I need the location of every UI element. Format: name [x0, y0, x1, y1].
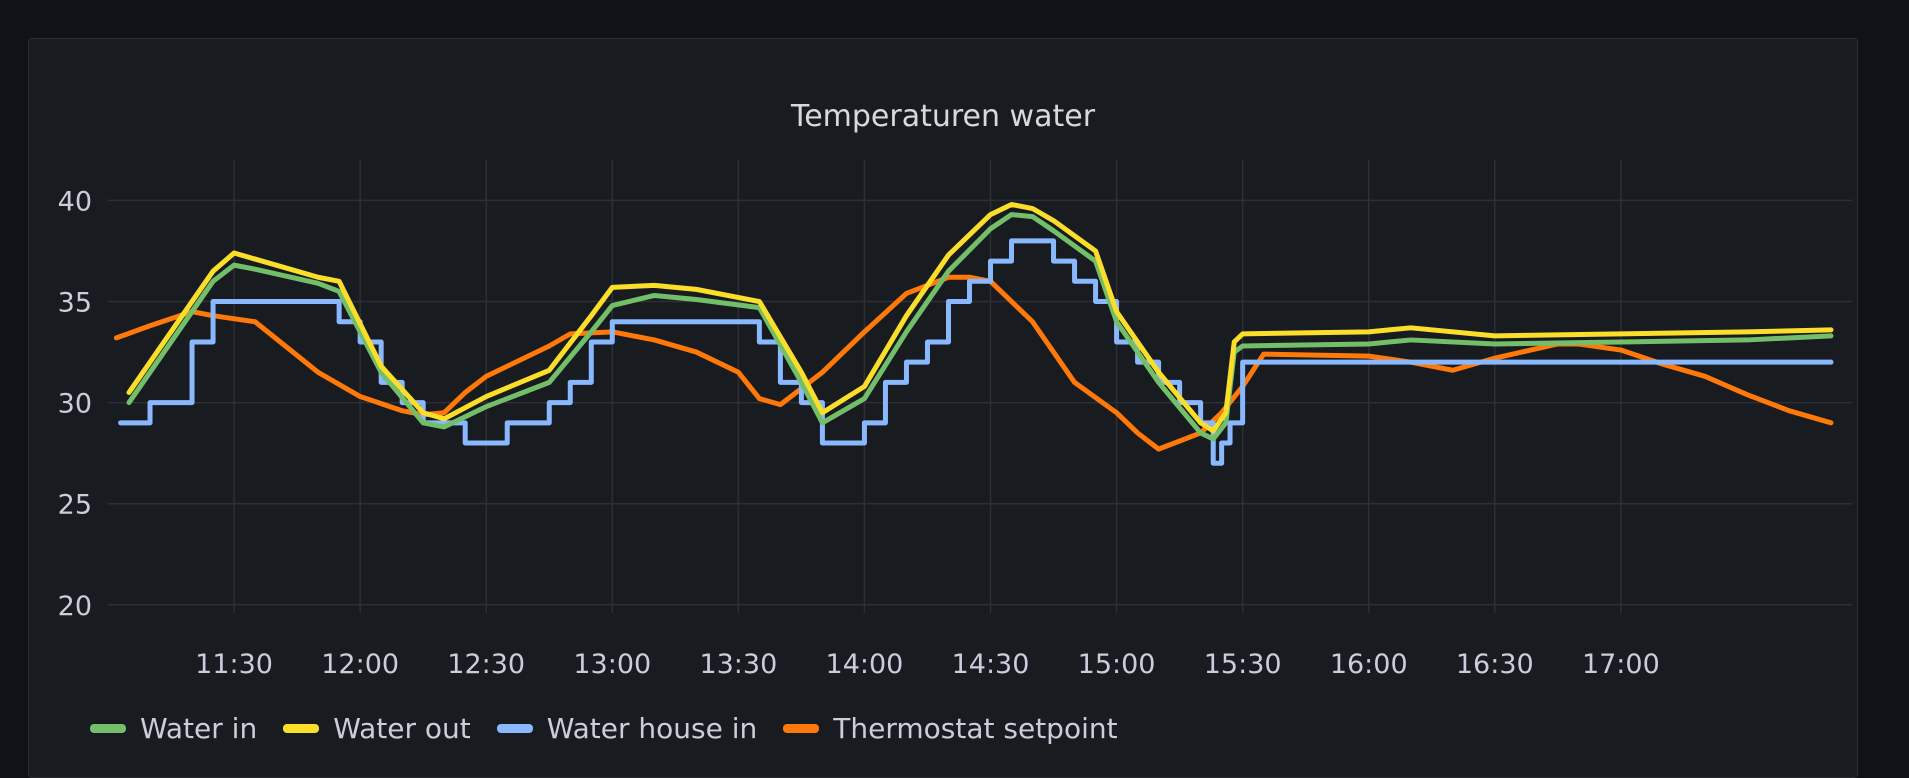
legend-label: Water house in — [546, 712, 758, 745]
grid — [108, 160, 1852, 613]
y-axis-ticks: 20 25 30 35 40 — [58, 186, 92, 621]
x-tick-label: 15:30 — [1204, 649, 1282, 680]
x-tick-label: 13:00 — [573, 649, 651, 680]
chart-legend: Water in Water out Water house in Thermosta… — [90, 712, 1144, 745]
x-tick-label: 16:30 — [1456, 649, 1534, 680]
x-tick-label: 17:00 — [1582, 649, 1660, 680]
x-tick-label: 14:30 — [952, 649, 1030, 680]
x-tick-label: 12:30 — [447, 649, 525, 680]
legend-label: Water out — [333, 712, 471, 745]
x-tick-label: 13:30 — [699, 649, 777, 680]
x-tick-label: 11:30 — [195, 649, 273, 680]
legend-item-water-out[interactable]: Water out — [283, 712, 471, 745]
series-line-water-out — [126, 201, 1834, 434]
legend-label: Thermostat setpoint — [833, 712, 1118, 745]
legend-label: Water in — [140, 712, 258, 745]
x-tick-label: 12:00 — [321, 649, 399, 680]
legend-swatch — [283, 724, 320, 733]
legend-item-thermostat-setpoint[interactable]: Thermostat setpoint — [783, 712, 1118, 745]
chart-title: Temperaturen water — [790, 99, 1096, 134]
legend-item-water-house-in[interactable]: Water house in — [496, 712, 758, 745]
series-line-water-house-in — [118, 238, 1834, 466]
legend-swatch — [90, 724, 126, 733]
y-tick-label: 40 — [58, 186, 92, 217]
series-lines — [113, 201, 1834, 466]
y-tick-label: 25 — [58, 490, 92, 521]
x-axis-ticks: 11:30 12:00 12:30 13:00 13:30 14:00 14:30 15:00… — [195, 649, 1660, 680]
y-tick-label: 20 — [58, 591, 92, 622]
series-line-water-in — [126, 212, 1834, 442]
legend-swatch — [783, 724, 820, 733]
legend-item-water-in[interactable]: Water in — [90, 712, 257, 745]
chart-panel: Temperaturen water — [28, 38, 1858, 778]
x-tick-label: 14:00 — [826, 649, 904, 680]
legend-swatch — [496, 724, 533, 733]
x-tick-label: 15:00 — [1078, 649, 1156, 680]
x-tick-label: 16:00 — [1330, 649, 1408, 680]
y-tick-label: 30 — [58, 389, 92, 420]
y-tick-label: 35 — [58, 288, 92, 319]
